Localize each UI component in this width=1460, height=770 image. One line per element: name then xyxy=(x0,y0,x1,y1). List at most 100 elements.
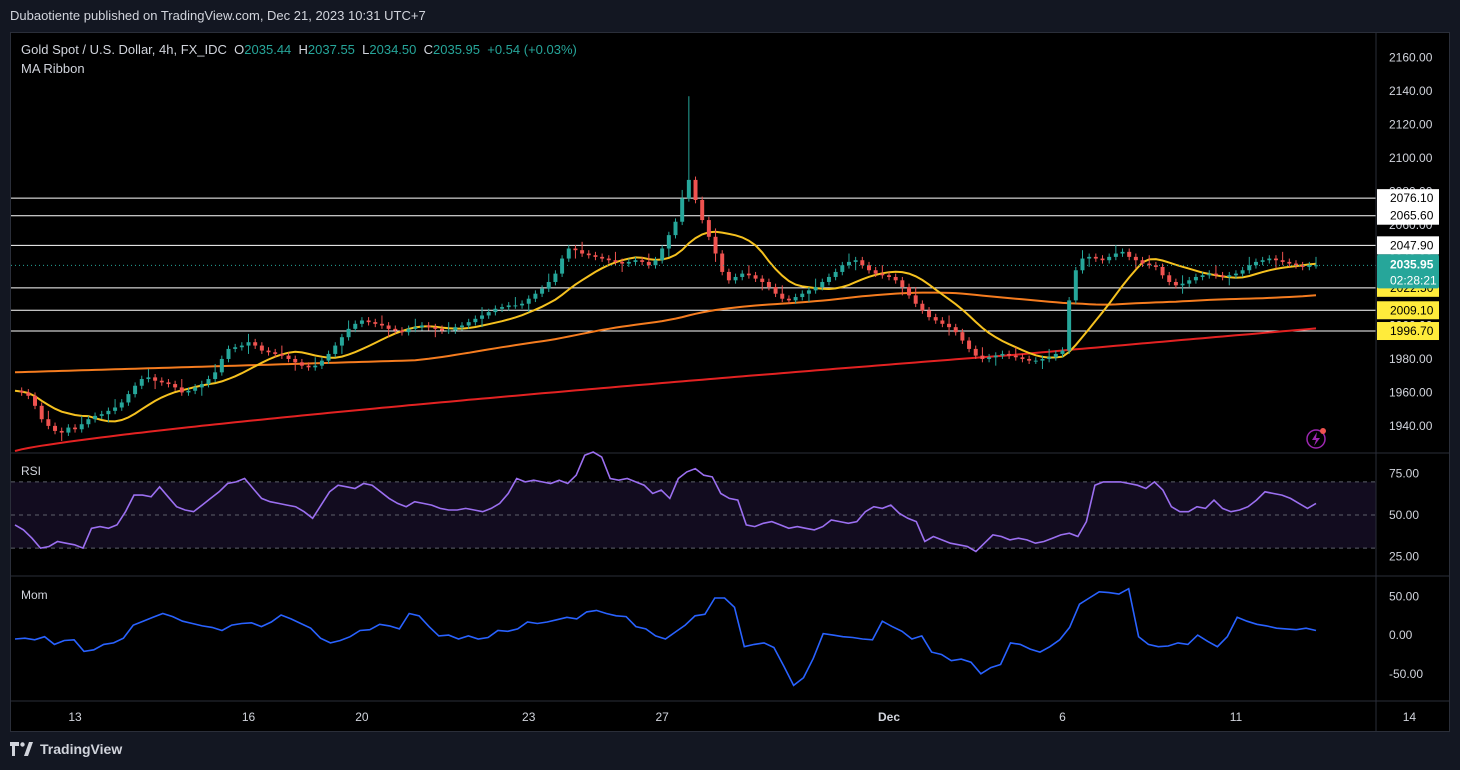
candle-body xyxy=(1153,265,1158,267)
candle-body xyxy=(706,220,711,237)
level-tag xyxy=(1377,206,1439,225)
candle-body xyxy=(1067,300,1072,351)
candle-body xyxy=(153,377,158,381)
candle-body xyxy=(760,278,765,282)
candle-body xyxy=(19,390,24,393)
candle-body xyxy=(513,305,518,307)
candle-body xyxy=(613,260,618,262)
candle-body xyxy=(453,327,458,331)
candle-body xyxy=(626,261,631,264)
candle-body xyxy=(1260,260,1265,262)
mom-title: Mom xyxy=(21,588,48,602)
candle-body xyxy=(1073,270,1078,301)
candle-body xyxy=(1247,265,1252,271)
candle-body xyxy=(353,323,358,329)
candle-body xyxy=(286,355,291,359)
candle-body xyxy=(379,323,384,326)
candle-body xyxy=(1187,280,1192,284)
chart-frame[interactable]: 1940.001960.001980.002000.002020.002040.… xyxy=(10,32,1450,732)
level-tag xyxy=(1377,301,1439,320)
legend-open: 2035.44 xyxy=(244,42,292,57)
candle-body xyxy=(393,328,398,331)
legend-h-label: H xyxy=(298,42,308,57)
level-tag-text: 2065.60 xyxy=(1390,209,1434,223)
candle-body xyxy=(359,320,364,324)
candle-body xyxy=(640,260,645,262)
candle-body xyxy=(293,358,298,363)
rsi-title: RSI xyxy=(21,464,41,478)
alert-dot xyxy=(1320,428,1326,434)
candle-body xyxy=(26,392,31,396)
candle-body xyxy=(399,330,404,333)
candle-body xyxy=(800,293,805,298)
candle-body xyxy=(1013,355,1018,358)
candle-body xyxy=(620,261,625,264)
candle-body xyxy=(480,315,485,319)
tradingview-brand[interactable]: TradingView xyxy=(10,741,122,757)
candle-body xyxy=(1227,275,1232,277)
candle-body xyxy=(540,288,545,294)
candle-body xyxy=(186,390,191,393)
candle-body xyxy=(866,265,871,271)
candle-body xyxy=(666,235,671,249)
candle-body xyxy=(146,377,151,380)
candle-body xyxy=(139,379,144,386)
candle-body xyxy=(606,258,611,261)
ma-slow-line xyxy=(14,327,1317,452)
countdown-text: 02:28:21 xyxy=(1390,273,1437,287)
candle-body xyxy=(1173,281,1178,286)
legend-symbol[interactable]: Gold Spot / U.S. Dollar, 4h, FX_IDC xyxy=(21,42,227,57)
candle-body xyxy=(1100,258,1105,261)
chart-canvas[interactable]: 1940.001960.001980.002000.002020.002040.… xyxy=(11,33,1450,732)
candle-body xyxy=(526,298,531,304)
candle-body xyxy=(99,414,104,416)
candle-body xyxy=(766,281,771,287)
legend-indicator[interactable]: MA Ribbon xyxy=(21,61,85,76)
candle-body xyxy=(406,328,411,333)
candle-body xyxy=(259,345,264,351)
candle-body xyxy=(59,430,64,433)
candle-body xyxy=(440,328,444,331)
candle-body xyxy=(900,280,905,287)
candle-body xyxy=(520,303,525,306)
candle-body xyxy=(753,275,758,279)
candle-body xyxy=(159,380,164,383)
candle-body xyxy=(219,358,224,373)
price-axis-tick: 2140.00 xyxy=(1389,84,1433,98)
candle-body xyxy=(1307,265,1312,267)
price-axis-tick: 1960.00 xyxy=(1389,385,1433,399)
candle-body xyxy=(833,271,838,277)
mom-axis-tick: 50.00 xyxy=(1389,589,1419,603)
candle-body xyxy=(299,362,304,366)
candle-body xyxy=(600,256,605,259)
candle-body xyxy=(1033,360,1038,362)
candle-body xyxy=(646,261,651,266)
candle-body xyxy=(660,248,665,261)
x-axis-tick: 13 xyxy=(68,710,82,724)
candle-body xyxy=(1287,261,1292,264)
candle-body xyxy=(887,275,891,277)
candle-body xyxy=(780,293,785,299)
candle-body xyxy=(199,384,204,388)
candle-body xyxy=(673,221,678,236)
candle-body xyxy=(466,322,471,326)
candle-body xyxy=(893,276,898,281)
level-tag-text: 2009.10 xyxy=(1390,303,1434,317)
candle-body xyxy=(319,360,324,366)
price-axis-tick: 1980.00 xyxy=(1389,352,1433,366)
candle-body xyxy=(973,348,978,356)
candle-body xyxy=(713,236,718,254)
candle-body xyxy=(446,330,451,332)
candle-body xyxy=(373,322,378,324)
candle-body xyxy=(1107,256,1112,261)
candle-body xyxy=(1087,256,1092,259)
candle-body xyxy=(953,327,958,333)
price-axis-tick: 1940.00 xyxy=(1389,419,1433,433)
candle-body xyxy=(813,287,818,291)
legend-l-label: L xyxy=(362,42,370,57)
candle-body xyxy=(493,308,498,313)
candle-body xyxy=(1240,270,1245,274)
candle-body xyxy=(860,260,865,266)
candle-body xyxy=(306,365,311,368)
candle-body xyxy=(279,353,284,356)
